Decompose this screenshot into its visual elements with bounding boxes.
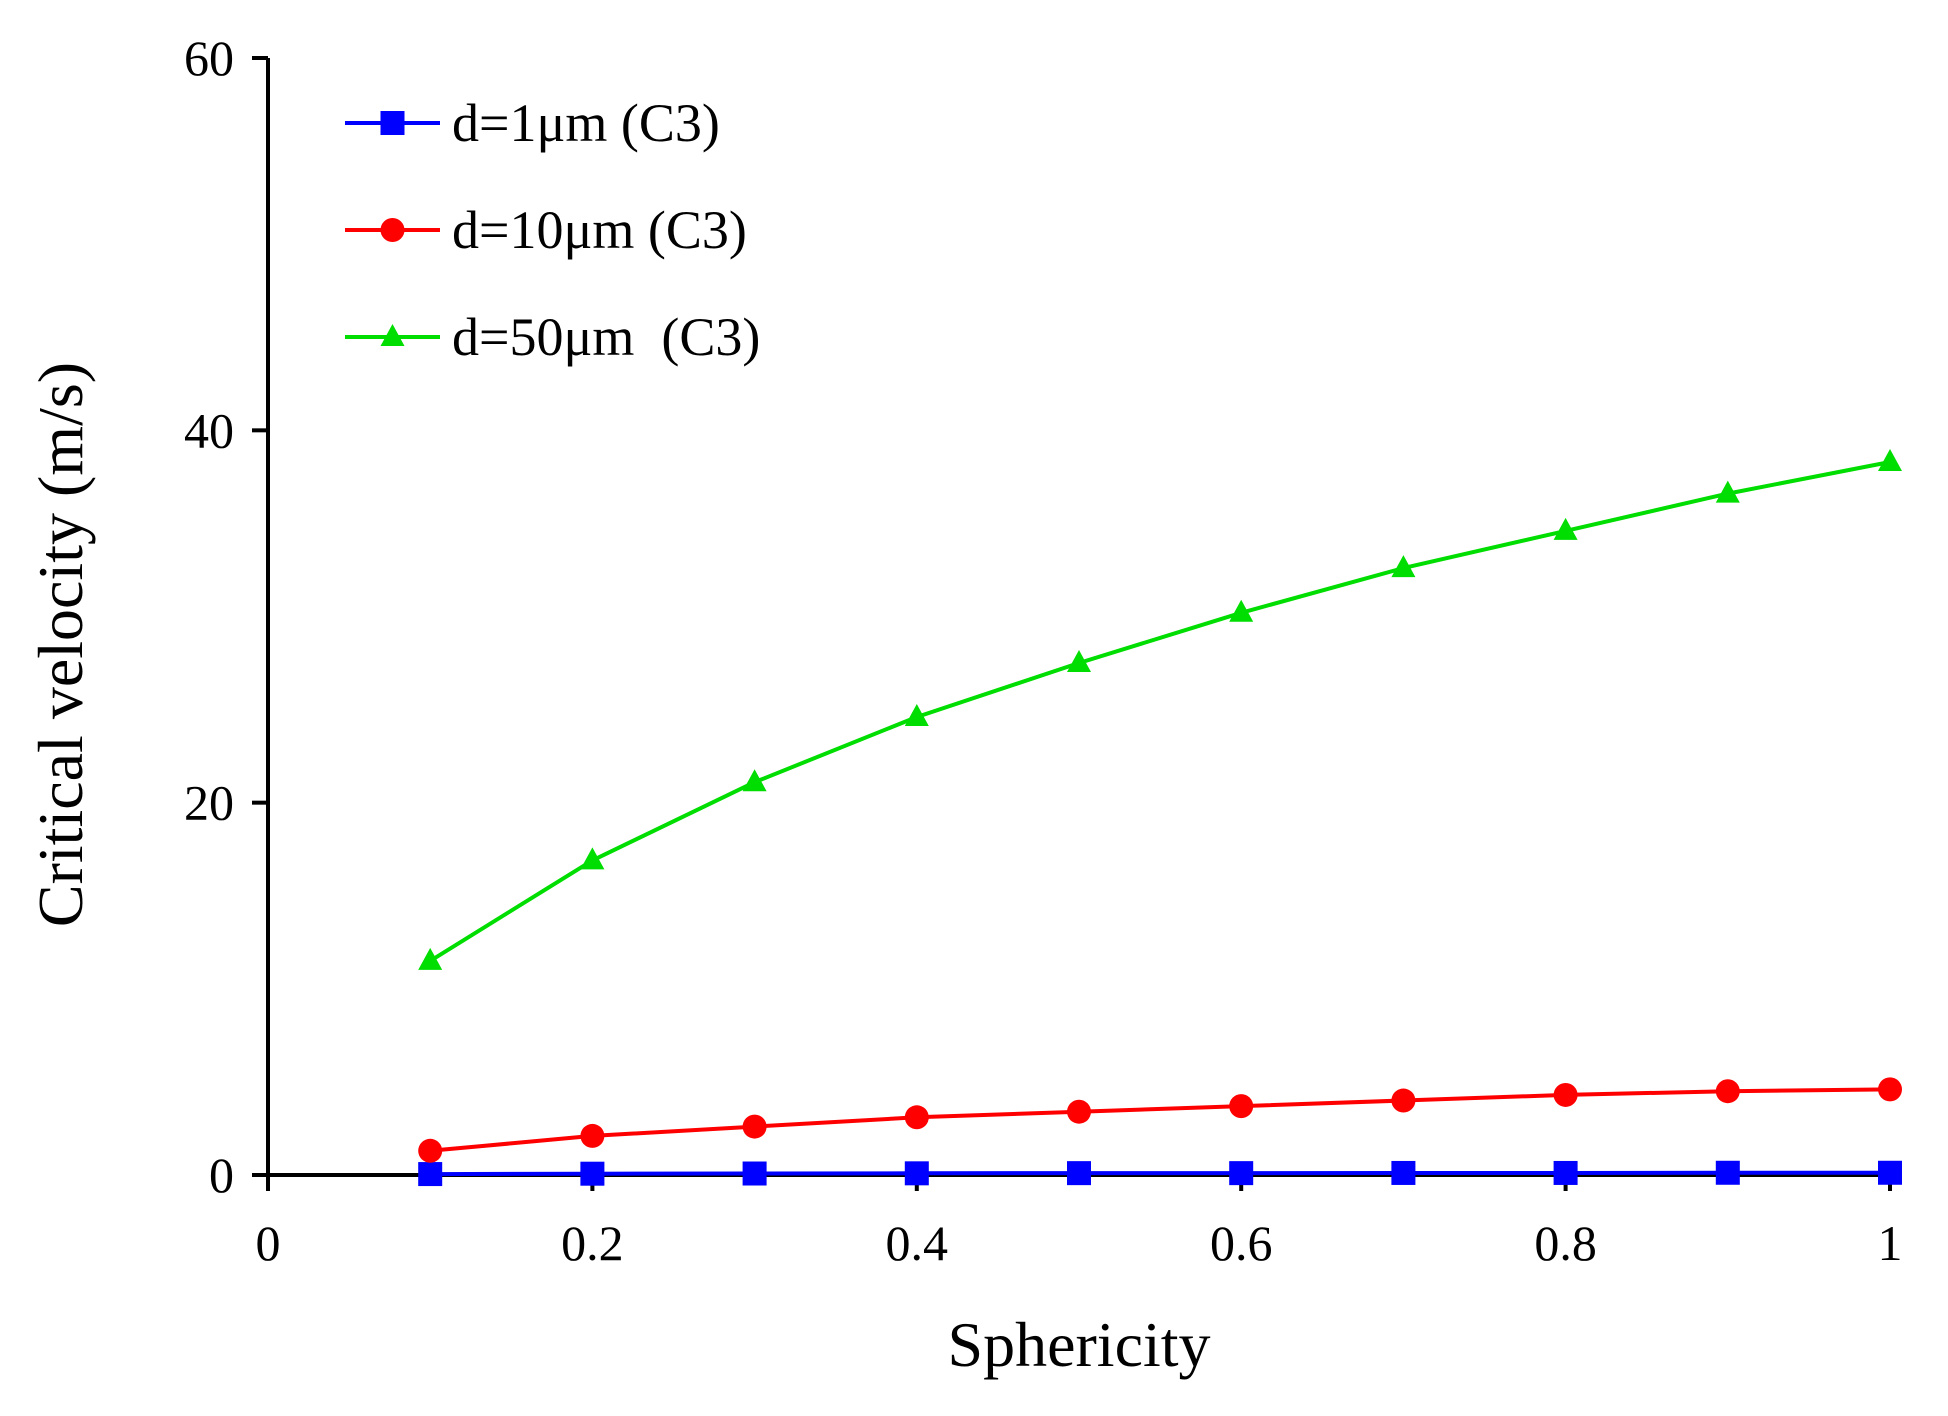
data-point [1391, 1088, 1416, 1113]
legend-marker [380, 218, 405, 242]
series-3 [418, 448, 1902, 970]
data-point [1229, 599, 1254, 622]
legend-item: d=1μm (C3) [345, 93, 720, 153]
x-tick-label: 0.6 [1210, 1215, 1273, 1271]
series-line [430, 1087, 1891, 1153]
x-tick-label: 0.4 [886, 1215, 949, 1271]
data-point [1229, 1094, 1254, 1119]
data-point [1391, 555, 1416, 578]
data-point [1715, 1079, 1740, 1104]
data-point [742, 1114, 767, 1139]
data-point [1553, 517, 1578, 540]
x-tick-label: 0.8 [1534, 1215, 1597, 1271]
data-point [418, 1162, 443, 1187]
ticks: 0 20 40 60 0 0.2 0.4 0.6 0.8 1 [184, 30, 1903, 1271]
series-layer [418, 448, 1902, 1187]
data-point [1067, 1161, 1091, 1186]
data-point [580, 1123, 605, 1148]
legend-label: d=10μm (C3) [452, 200, 747, 260]
data-point [742, 1161, 767, 1186]
legend: d=1μm (C3) d=10μm (C3) d=50μm (C3) [345, 93, 760, 367]
y-tick-label: 60 [184, 30, 234, 86]
y-tick-label: 40 [184, 402, 234, 458]
y-tick-label: 0 [209, 1147, 234, 1203]
data-point [580, 1161, 605, 1186]
legend-label: d=50μm (C3) [452, 307, 760, 367]
data-point [1391, 1160, 1416, 1185]
legend-marker [380, 324, 405, 346]
data-point [1067, 1099, 1091, 1124]
series-line [429, 460, 1891, 963]
x-axis-title: Sphericity [947, 1309, 1210, 1380]
data-point [580, 847, 605, 870]
data-point [904, 1161, 929, 1186]
y-tick-label: 20 [184, 775, 234, 831]
data-point [1067, 650, 1091, 673]
data-point [1715, 480, 1740, 503]
data-point [742, 769, 767, 792]
legend-item: d=50μm (C3) [345, 307, 760, 367]
data-point [1878, 1160, 1902, 1185]
data-point [1878, 448, 1902, 471]
data-point [1715, 1160, 1740, 1185]
series-1 [418, 1160, 1902, 1187]
data-point [418, 947, 443, 970]
x-tick-label: 0 [256, 1215, 281, 1271]
data-point [904, 1105, 929, 1130]
x-tick-label: 1 [1878, 1215, 1903, 1271]
series-line [430, 1170, 1890, 1177]
legend-item: d=10μm (C3) [345, 200, 747, 260]
data-point [904, 704, 929, 727]
legend-marker [380, 111, 405, 135]
x-tick-label: 0.2 [561, 1215, 624, 1271]
legend-label: d=1μm (C3) [452, 93, 720, 153]
data-point [1553, 1082, 1578, 1107]
data-point [1229, 1161, 1254, 1186]
data-point [418, 1138, 443, 1163]
data-point [1878, 1077, 1902, 1102]
series-2 [418, 1077, 1902, 1163]
y-axis-title: Critical velocity (m/s) [25, 362, 96, 927]
data-point [1553, 1160, 1578, 1185]
